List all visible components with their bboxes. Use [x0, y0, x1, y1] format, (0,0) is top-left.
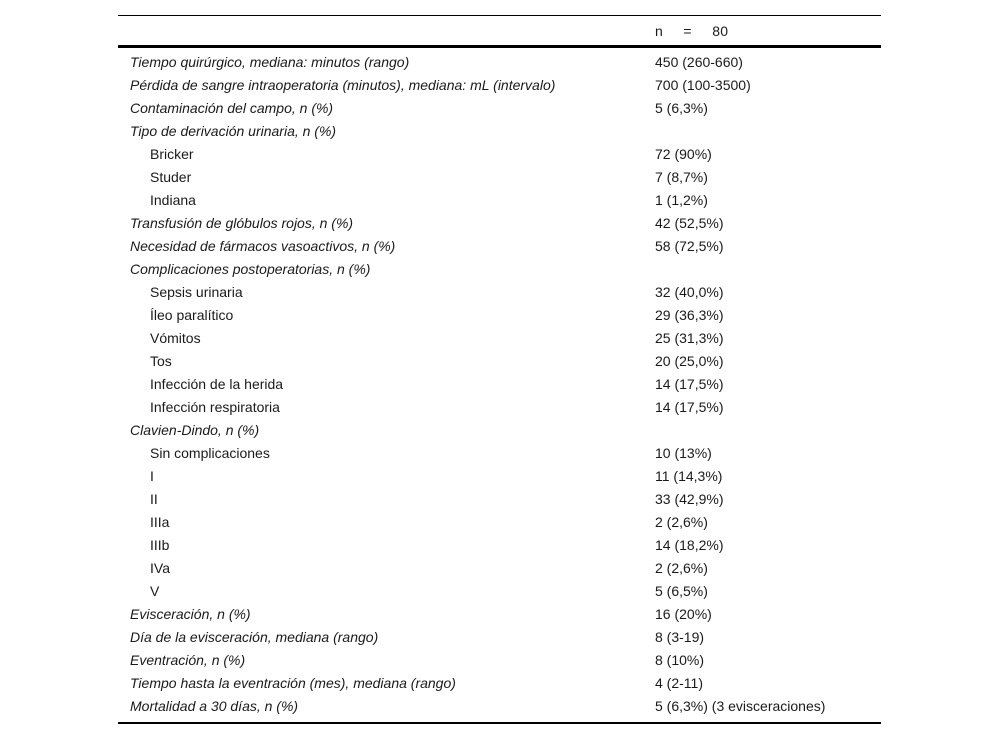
row-label: Íleo paralítico: [150, 307, 234, 323]
row-label: Día de la evisceración, mediana (rango): [130, 629, 379, 645]
row-value: 8 (10%): [655, 652, 705, 668]
row-label: Clavien-Dindo, n (%): [130, 422, 260, 438]
row-label: Studer: [150, 169, 192, 185]
table-row: Evisceración, n (%) 16 (20%): [118, 603, 881, 626]
table-row: Infección de la herida 14 (17,5%): [118, 373, 881, 396]
row-value: 5 (6,5%): [655, 583, 708, 599]
row-label: Tipo de derivación urinaria, n (%): [130, 123, 337, 139]
table-body: Tiempo quirúrgico, mediana: minutos (ran…: [118, 48, 881, 722]
row-value: 25 (31,3%): [655, 330, 724, 346]
row-value: 2 (2,6%): [655, 560, 708, 576]
table-row: Necesidad de fármacos vasoactivos, n (%)…: [118, 235, 881, 258]
table-row: V 5 (6,5%): [118, 580, 881, 603]
row-label: Bricker: [150, 146, 194, 162]
row-label: Tiempo quirúrgico, mediana: minutos (ran…: [130, 54, 410, 70]
table-row: IIIa 2 (2,6%): [118, 511, 881, 534]
table-row: Complicaciones postoperatorias, n (%): [118, 258, 881, 281]
table-row: Mortalidad a 30 días, n (%) 5 (6,3%) (3 …: [118, 695, 881, 718]
row-value: 14 (17,5%): [655, 399, 724, 415]
header-n-value: n = 80: [655, 22, 729, 39]
row-value: 29 (36,3%): [655, 307, 724, 323]
row-value: 5 (6,3%) (3 evisceraciones): [655, 698, 826, 714]
table-row: Transfusión de glóbulos rojos, n (%) 42 …: [118, 212, 881, 235]
row-label: Sin complicaciones: [150, 445, 270, 461]
row-value: 16 (20%): [655, 606, 712, 622]
table-row: II 33 (42,9%): [118, 488, 881, 511]
table-row: Sin complicaciones 10 (13%): [118, 442, 881, 465]
row-label: Infección respiratoria: [150, 399, 280, 415]
row-label: I: [150, 468, 154, 484]
row-label: Necesidad de fármacos vasoactivos, n (%): [130, 238, 396, 254]
outcomes-table: n = 80 Tiempo quirúrgico, mediana: minut…: [118, 15, 881, 724]
row-label: II: [150, 491, 158, 507]
row-label: V: [150, 583, 160, 599]
row-value: 1 (1,2%): [655, 192, 708, 208]
row-value: 72 (90%): [655, 146, 712, 162]
table-row: Bricker 72 (90%): [118, 143, 881, 166]
row-label: Complicaciones postoperatorias, n (%): [130, 261, 371, 277]
row-label: Vómitos: [150, 330, 201, 346]
table-row: Tos 20 (25,0%): [118, 350, 881, 373]
table-row: IIIb 14 (18,2%): [118, 534, 881, 557]
row-label: Eventración, n (%): [130, 652, 246, 668]
row-label: Transfusión de glóbulos rojos, n (%): [130, 215, 354, 231]
row-value: 20 (25,0%): [655, 353, 724, 369]
table-row: Infección respiratoria 14 (17,5%): [118, 396, 881, 419]
table-row: Tipo de derivación urinaria, n (%): [118, 120, 881, 143]
row-label: Mortalidad a 30 días, n (%): [130, 698, 299, 714]
row-label: Sepsis urinaria: [150, 284, 243, 300]
row-value: 8 (3-19): [655, 629, 705, 645]
row-value: 4 (2-11): [655, 675, 703, 691]
table-row: Pérdida de sangre intraoperatoria (minut…: [118, 74, 881, 97]
row-value: 14 (17,5%): [655, 376, 724, 392]
table-row: I 11 (14,3%): [118, 465, 881, 488]
row-value: 5 (6,3%): [655, 100, 708, 116]
row-value: 42 (52,5%): [655, 215, 724, 231]
row-label: Infección de la herida: [150, 376, 284, 392]
table-row: Contaminación del campo, n (%) 5 (6,3%): [118, 97, 881, 120]
table-row: Indiana 1 (1,2%): [118, 189, 881, 212]
row-value: 7 (8,7%): [655, 169, 708, 185]
row-value: 10 (13%): [655, 445, 712, 461]
row-value: 11 (14,3%): [655, 468, 723, 484]
row-value: 700 (100-3500): [655, 77, 751, 93]
table-row: Eventración, n (%) 8 (10%): [118, 649, 881, 672]
table-row: Studer 7 (8,7%): [118, 166, 881, 189]
row-value: 33 (42,9%): [655, 491, 724, 507]
row-label: Pérdida de sangre intraoperatoria (minut…: [130, 77, 556, 93]
row-label: Contaminación del campo, n (%): [130, 100, 334, 116]
row-label: IIIb: [150, 537, 170, 553]
row-label: Tiempo hasta la eventración (mes), media…: [130, 675, 456, 691]
table-row: Día de la evisceración, mediana (rango) …: [118, 626, 881, 649]
table-row: Tiempo quirúrgico, mediana: minutos (ran…: [118, 51, 881, 74]
row-value: 14 (18,2%): [655, 537, 724, 553]
row-value: 2 (2,6%): [655, 514, 708, 530]
table-row: Vómitos 25 (31,3%): [118, 327, 881, 350]
row-value: 32 (40,0%): [655, 284, 724, 300]
table-row: Clavien-Dindo, n (%): [118, 419, 881, 442]
table-row: IVa 2 (2,6%): [118, 557, 881, 580]
row-label: IIIa: [150, 514, 170, 530]
row-label: Tos: [150, 353, 172, 369]
row-label: Evisceración, n (%): [130, 606, 251, 622]
row-value: 58 (72,5%): [655, 238, 724, 254]
row-value: 450 (260-660): [655, 54, 743, 70]
table-row: Sepsis urinaria 32 (40,0%): [118, 281, 881, 304]
row-label: IVa: [150, 560, 170, 576]
table-row: Íleo paralítico 29 (36,3%): [118, 304, 881, 327]
table-header-row: n = 80: [118, 16, 881, 48]
table-row: Tiempo hasta la eventración (mes), media…: [118, 672, 881, 695]
row-label: Indiana: [150, 192, 196, 208]
